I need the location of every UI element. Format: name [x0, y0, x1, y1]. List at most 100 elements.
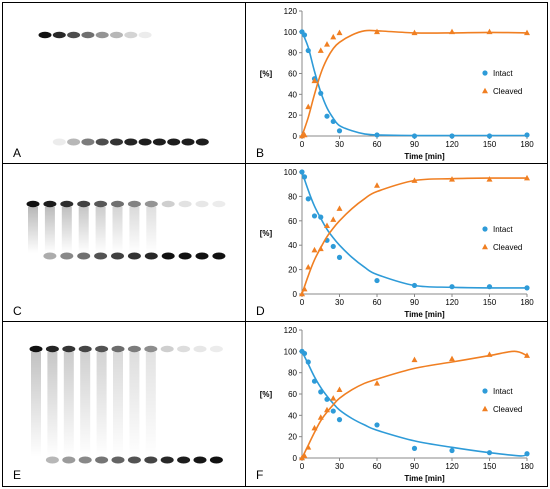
gel-smear: [44, 207, 55, 253]
x-tick-label: 90: [410, 140, 419, 149]
gel-band-intact: [111, 200, 124, 208]
gel-smear: [28, 207, 38, 253]
data-point-cleaved: [486, 176, 493, 182]
gel-smear: [96, 352, 107, 457]
y-tick-label: 40: [288, 90, 297, 99]
x-tick-label: 180: [520, 298, 534, 307]
x-tick-label: 120: [445, 298, 459, 307]
y-tick-label: 0: [293, 132, 298, 141]
chart-panel-f: 0 20 40 60 80 100 120 0 30 60 90 120 150 180 Time [min…: [245, 321, 548, 487]
gel-band-intact: [178, 200, 192, 208]
data-point-intact: [330, 243, 336, 250]
gel-band-cleaved: [209, 456, 223, 464]
gel-band-cleaved: [161, 252, 175, 260]
x-tick-label: 150: [483, 462, 497, 471]
data-point-intact: [299, 169, 305, 175]
gel-band-intact: [26, 200, 40, 208]
data-point-cleaved: [324, 41, 330, 47]
gel-band-cleaved: [195, 138, 209, 146]
data-point-cleaved: [311, 424, 318, 431]
gel-band-intact: [209, 345, 223, 353]
x-axis-label: Time [min]: [404, 152, 445, 161]
data-point-intact: [301, 174, 308, 180]
gel-band-cleaved: [77, 252, 91, 260]
data-point-cleaved: [449, 176, 455, 182]
gel-band-cleaved: [138, 138, 152, 146]
data-point-intact: [301, 350, 308, 357]
x-tick-label: 90: [410, 462, 419, 471]
panel-letter-f: F: [254, 468, 266, 482]
gel-band-intact: [177, 345, 191, 353]
data-point-cleaved: [374, 182, 380, 188]
x-tick-label: 30: [335, 140, 344, 149]
data-point-cleaved: [305, 103, 312, 110]
data-point-cleaved: [311, 77, 318, 84]
data-point-intact: [336, 128, 343, 134]
x-tick-label: 120: [445, 140, 459, 149]
gel-band-intact: [95, 31, 109, 39]
data-point-intact: [318, 214, 324, 220]
data-point-cleaved: [336, 205, 343, 211]
data-point-intact: [411, 445, 418, 451]
legend-marker-cleaved: [482, 87, 488, 94]
data-point-cleaved: [449, 355, 455, 362]
gel-band-cleaved: [193, 456, 207, 464]
data-point-intact: [374, 277, 380, 284]
gel-smear: [78, 207, 89, 253]
gel-smear: [129, 352, 140, 457]
gel-image-c: [26, 200, 226, 260]
gel-band-cleaved: [95, 138, 109, 146]
gel-band-intact: [95, 345, 109, 353]
gel-band-intact: [43, 200, 57, 208]
data-point-intact: [411, 282, 418, 289]
gel-band-intact: [60, 200, 74, 208]
gel-smear: [95, 207, 106, 253]
y-tick-label: 20: [288, 111, 297, 120]
gel-band-intact: [138, 31, 152, 39]
data-point-intact: [305, 359, 311, 365]
gel-band-intact: [77, 200, 91, 208]
gel-band-cleaved: [181, 138, 195, 146]
data-point-intact: [524, 285, 530, 291]
gel-smear: [129, 207, 140, 253]
data-point-cleaved: [305, 263, 312, 270]
x-tick-label: 0: [300, 462, 305, 471]
data-point-cleaved: [317, 245, 324, 252]
gel-band-intact: [124, 31, 138, 39]
gel-smear: [146, 207, 157, 253]
gel-image-a: [38, 31, 209, 146]
legend-marker-intact: [482, 388, 488, 394]
data-point-cleaved: [299, 290, 305, 297]
gel-band-intact: [127, 345, 141, 353]
data-point-intact: [311, 378, 318, 384]
y-tick-label: 100: [284, 168, 298, 177]
legend-label-intact: Intact: [493, 225, 513, 234]
x-tick-label: 90: [410, 298, 419, 307]
gel-band-intact: [160, 345, 174, 353]
gel-smear: [80, 352, 91, 457]
gel-smear: [112, 207, 123, 253]
panel-letter-e: E: [11, 468, 24, 482]
gel-band-cleaved: [124, 138, 138, 146]
legend-marker-cleaved: [482, 405, 488, 412]
data-point-intact: [330, 118, 336, 125]
gel-band-cleaved: [144, 456, 158, 464]
y-tick-label: 60: [288, 70, 297, 79]
gel-band-intact: [62, 345, 76, 353]
y-tick-label: 120: [284, 7, 298, 16]
y-tick-label: 100: [284, 347, 298, 356]
data-point-intact: [486, 450, 493, 456]
chart-b: 0 20 40 60 80 100 120 0 30 60 90 120 150 180 Time [min…: [260, 7, 534, 161]
panel-letter-d: D: [254, 304, 267, 318]
data-point-cleaved: [324, 406, 330, 413]
y-axis-label: [%]: [260, 229, 273, 238]
gel-image-e: [29, 345, 223, 464]
data-point-cleaved: [317, 414, 324, 420]
data-point-intact: [305, 47, 311, 54]
fit-line-intact: [301, 350, 528, 457]
data-point-cleaved: [524, 174, 530, 181]
gel-band-cleaved: [178, 252, 192, 260]
y-tick-label: 80: [288, 192, 297, 201]
gel-band-intact: [161, 200, 175, 208]
legend-marker-intact: [482, 70, 488, 76]
